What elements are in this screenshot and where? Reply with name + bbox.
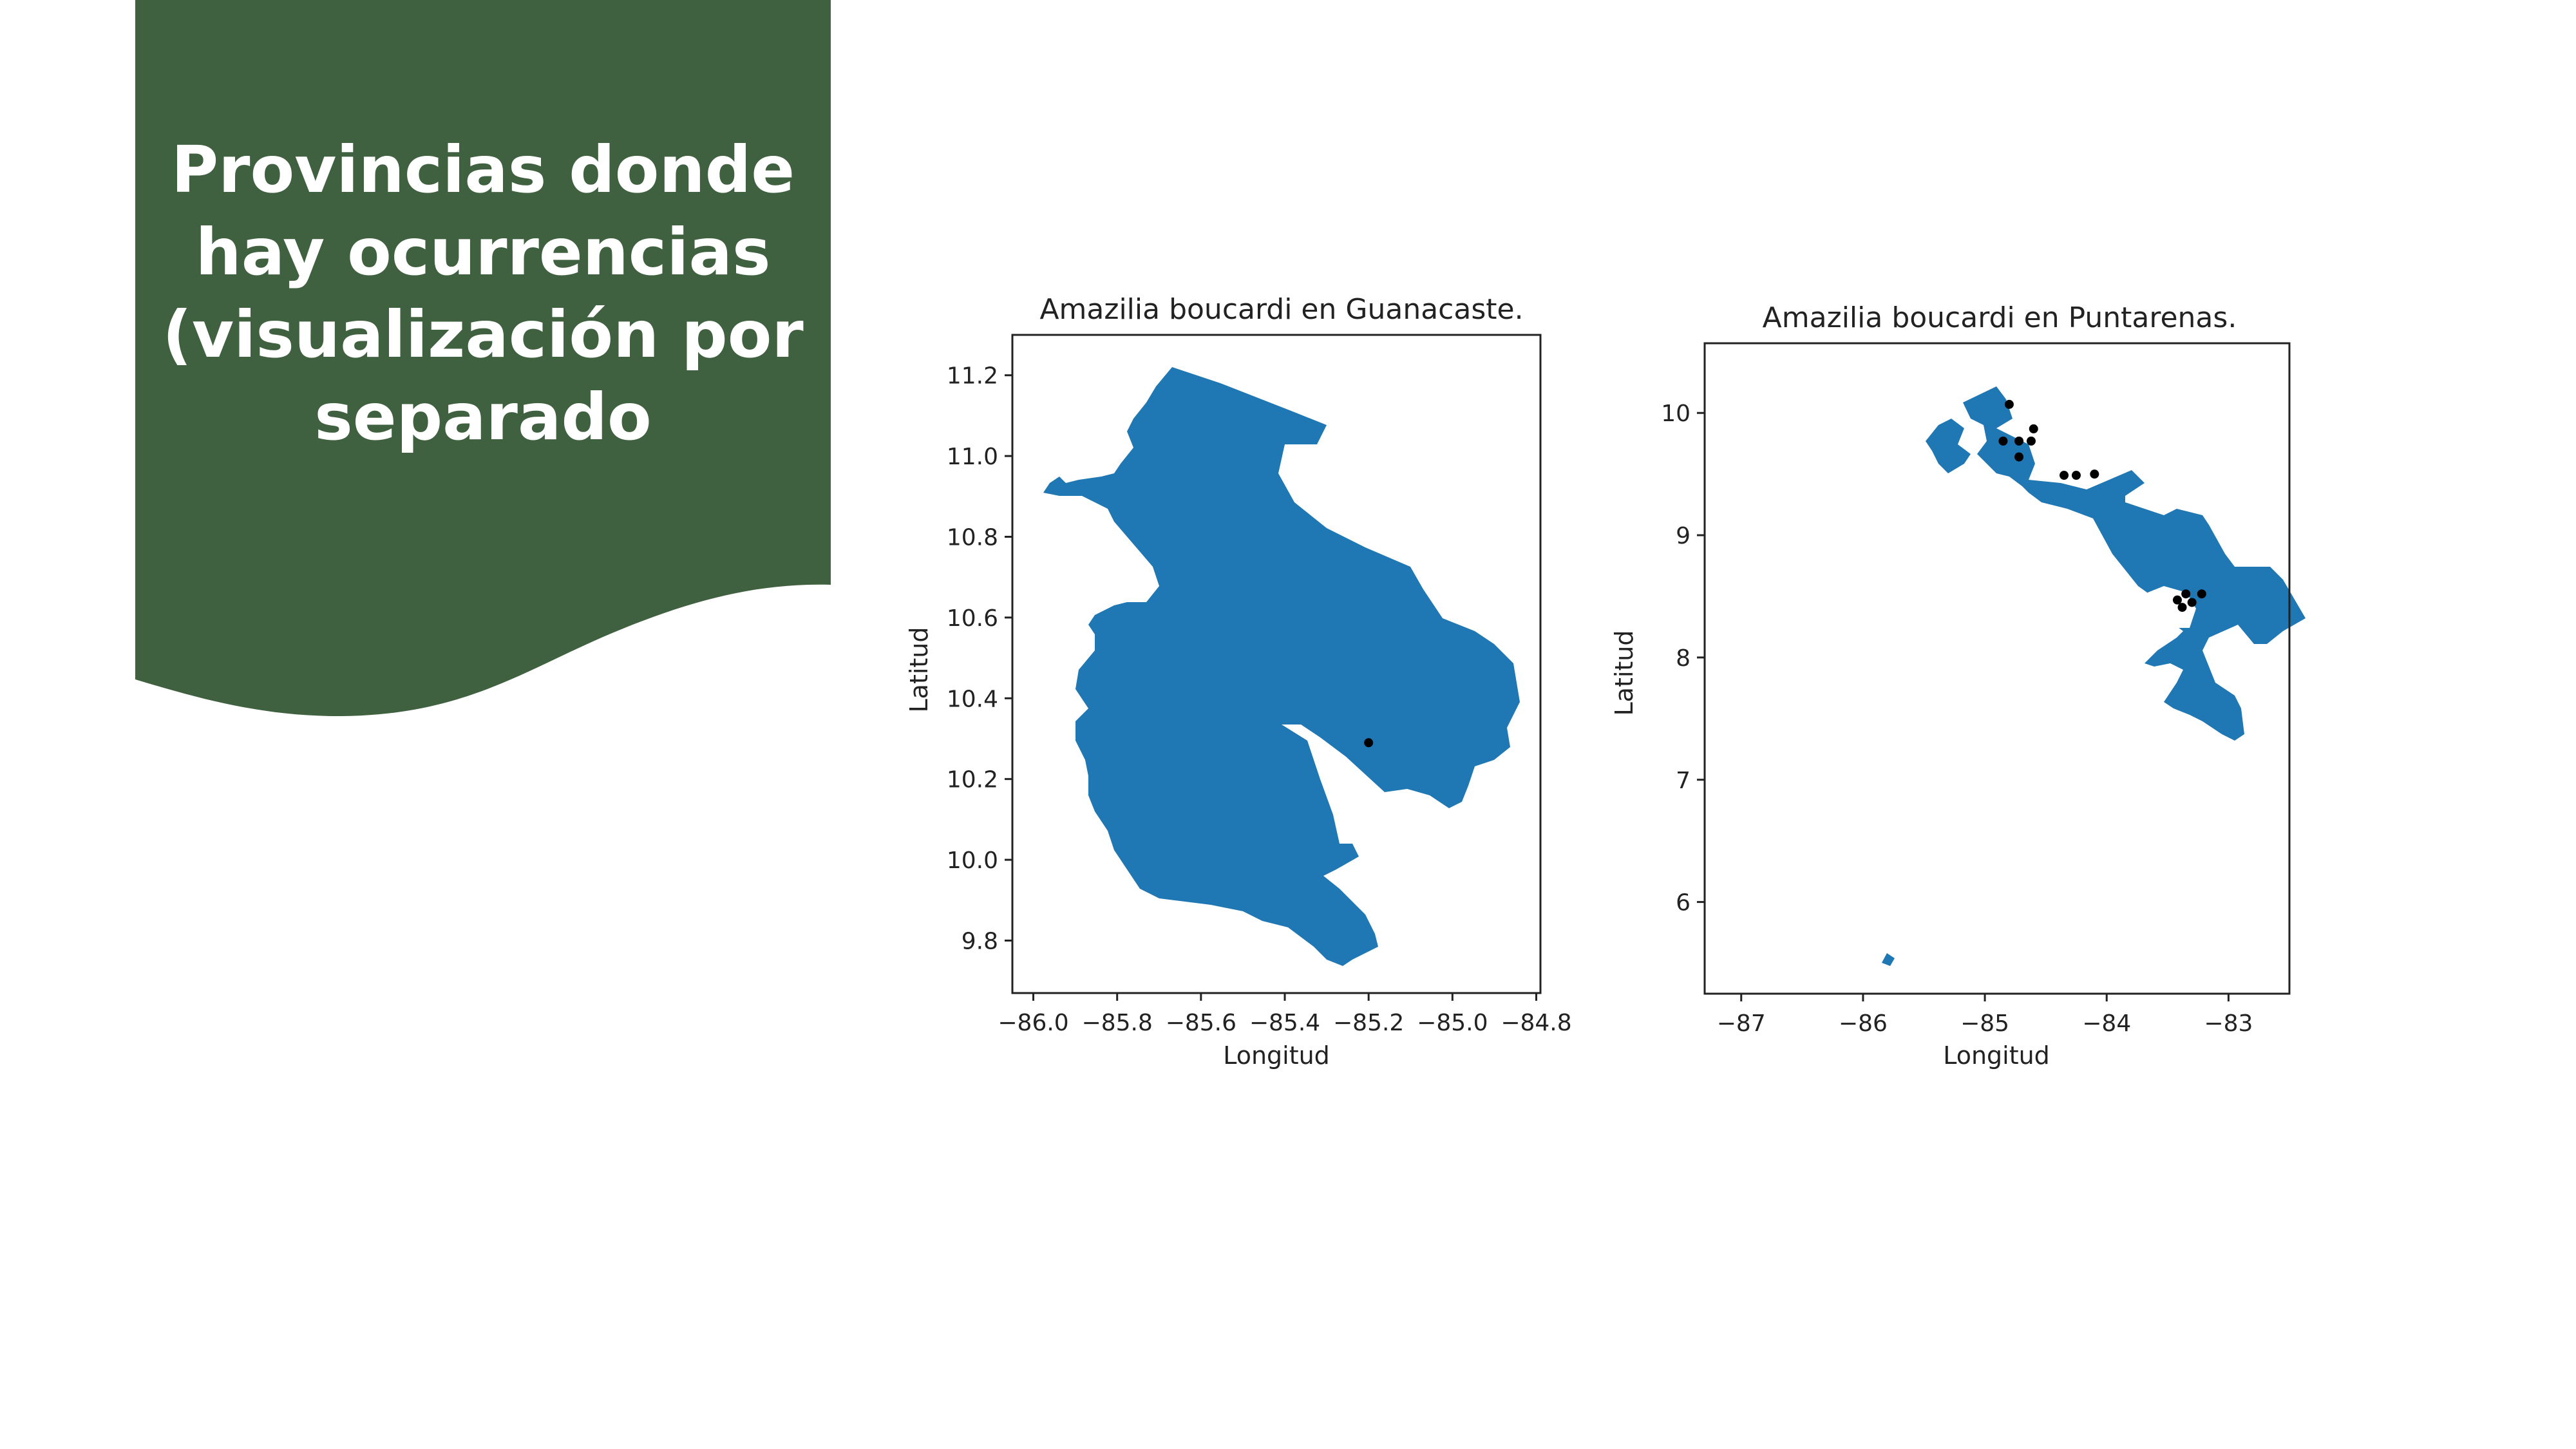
x-tick-label: −87 [1717, 1010, 1766, 1037]
occurrence-point [2014, 436, 2024, 446]
y-tick-label: 10.2 [947, 767, 998, 793]
x-axis-label: Longitud [1943, 1041, 2050, 1070]
slide-title: Provincias donde hay ocurrencias (visual… [135, 129, 831, 459]
occurrence-point [2197, 589, 2206, 599]
x-tick-label: −86.0 [998, 1010, 1068, 1036]
occurrence-point [2177, 603, 2187, 612]
occurrence-point [2071, 471, 2081, 480]
occurrence-point [2172, 595, 2182, 605]
occurrence-point [1998, 436, 2008, 446]
occurrence-point [2004, 399, 2014, 409]
slide-title-line: (visualización por [162, 297, 804, 372]
x-tick-label: −85.0 [1417, 1010, 1488, 1036]
x-tick-label: −86 [1839, 1010, 1888, 1037]
y-tick-label: 8 [1676, 645, 1690, 672]
y-tick-label: 10.8 [947, 524, 998, 551]
x-axis-label: Longitud [1223, 1041, 1330, 1070]
plot-frame [1703, 342, 2291, 995]
y-tick-label: 6 [1676, 890, 1690, 916]
plot-frame [1011, 334, 1542, 994]
occurrence-point [1364, 738, 1374, 748]
y-axis-label: Latitud [1610, 630, 1638, 715]
x-tick-label: −85.4 [1249, 1010, 1320, 1036]
x-tick-label: −85.2 [1333, 1010, 1404, 1036]
occurrence-point [2181, 589, 2191, 599]
slide-title-line: Provincias donde [171, 132, 795, 207]
y-tick-label: 11.0 [947, 444, 998, 470]
x-tick-label: −85.6 [1166, 1010, 1236, 1036]
y-tick-label: 10 [1661, 401, 1690, 427]
y-tick-label: 9.8 [961, 928, 998, 954]
y-tick-label: 11.2 [947, 363, 998, 390]
occurrence-point [2187, 598, 2197, 607]
slide-title-line: separado [314, 379, 652, 455]
y-tick-label: 10.6 [947, 605, 998, 632]
title-panel-background [135, 0, 831, 717]
x-tick-label: −83 [2204, 1010, 2253, 1037]
x-tick-label: −84 [2082, 1010, 2131, 1037]
y-tick-label: 7 [1676, 768, 1690, 794]
y-tick-label: 10.4 [947, 686, 998, 712]
x-tick-label: −85.8 [1082, 1010, 1153, 1036]
y-tick-label: 10.0 [947, 848, 998, 874]
x-tick-label: −85 [1960, 1010, 2009, 1037]
y-tick-label: 9 [1676, 523, 1690, 549]
occurrence-point [2029, 424, 2038, 433]
slide-title-line: hay ocurrencias [195, 214, 771, 290]
occurrence-point [2026, 436, 2036, 446]
guanacaste-province-shape [1043, 367, 1520, 966]
y-axis-label: Latitud [905, 627, 933, 712]
map-title: Amazilia boucardi en Puntarenas. [1763, 301, 2237, 334]
occurrence-point [2090, 469, 2099, 479]
x-tick-label: −84.8 [1501, 1010, 1571, 1036]
title-panel [135, 0, 831, 721]
map-title: Amazilia boucardi en Guanacaste. [1039, 293, 1523, 326]
occurrence-point [2060, 471, 2069, 480]
occurrence-point [2014, 452, 2024, 462]
